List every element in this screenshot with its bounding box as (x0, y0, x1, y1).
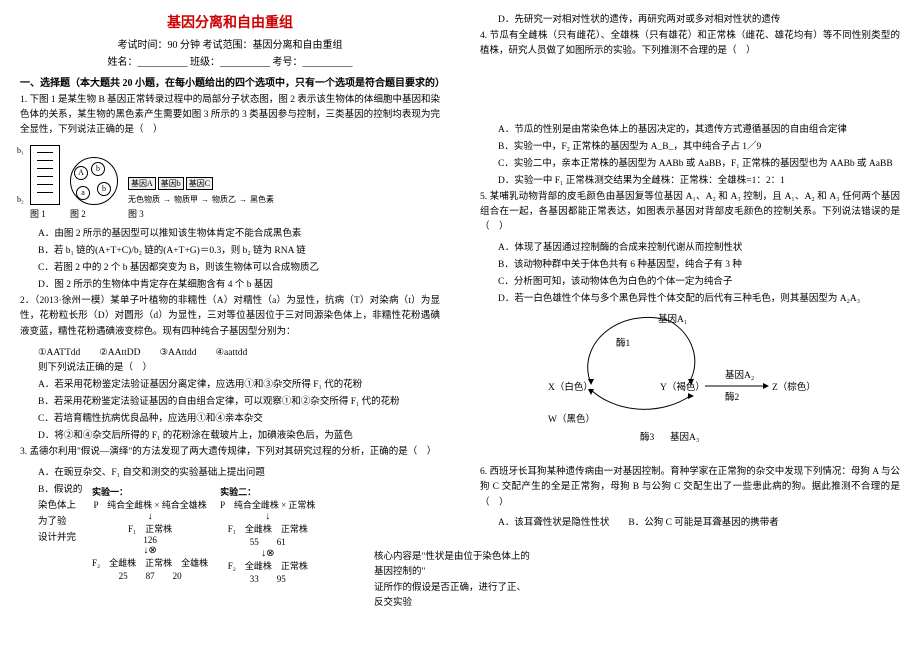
figure-3: 基因A 基因b 基因C 无色物质→ 物质甲→ 物质乙→ 黑色素 (128, 177, 274, 205)
chain-mid1: 物质甲 (174, 194, 198, 205)
exam-info: 考试时间：90 分钟 考试范围：基因分离和自由重组 (20, 36, 440, 51)
chain-start: 无色物质 (128, 194, 160, 205)
q2-opt-d: D．将②和④杂交后所得的 F₁ 的花粉涂在载玻片上，加碘液染色后，为蓝色 (38, 428, 440, 444)
section-1-heading: 一、选择题（本大题共 20 小题，在每小题给出的四个选项中，只有一个选项是符合题… (20, 74, 440, 89)
q3b-frag3: 为了验 (38, 514, 86, 530)
question-5: 5. 某哺乳动物背部的皮毛颜色由基因复等位基因 A₁、A₂ 和 A₃ 控制，且 … (480, 190, 900, 236)
fig3-caption: 图 3 (128, 207, 274, 220)
question-6: 6. 西班牙长耳狗某种遗传病由一对基因控制。育种学家在正常狗的杂交中发现下列情况… (480, 465, 900, 511)
q2-mid: 则下列说法正确的是（ ） (38, 360, 440, 376)
exp2-title: 实验二： (220, 485, 315, 498)
allele-b-2: b (97, 182, 111, 196)
label-b1: b₁ (17, 146, 24, 155)
question-4: 4. 节瓜有全雌株（只有雌花）、全雄株（只有雄花）和正常株（雌花、雄花均有）等不… (480, 29, 900, 59)
node-w: W（黑色） (548, 411, 595, 425)
enzyme-2: 酶2 (725, 389, 739, 403)
q3-opt-a: A．在豌豆杂交、F₁ 自交和测交的实验基础上提出问题 (38, 465, 440, 481)
gene-box-a: 基因A (128, 177, 156, 190)
doc-title: 基因分离和自由重组 (20, 12, 440, 32)
node-z: Z（棕色） (772, 379, 816, 393)
q1-opt-d: D．图 2 所示的生物体中肯定存在某细胞含有 4 个 b 基因 (38, 277, 440, 293)
figure-3-wrap: 基因A 基因b 基因C 无色物质→ 物质甲→ 物质乙→ 黑色素 图 3 (128, 177, 274, 220)
core-text: 核心内容是"性状是由位于染色体上的基因控制的" (374, 550, 534, 580)
q3b-frag1: B．假说的 (38, 482, 86, 498)
q3-b-fragments: B．假说的 染色体上 为了验 设计并完 (38, 482, 86, 547)
q6-opt-ab: A．该耳聋性状是隐性性状 B．公狗 C 可能是耳聋基因的携带者 (498, 515, 900, 531)
q3b-frag4: 设计并完 (38, 530, 86, 546)
question-3: 3. 孟德尔利用"假说—演绎"的方法发现了两大遗传规律，下列对其研究过程的分析，… (20, 445, 440, 460)
exp2-f1n: 55 61 (220, 535, 315, 548)
q1-opt-a: A．由图 2 所示的基因型可以推知该生物体肯定不能合成黑色素 (38, 226, 440, 242)
question-1: 1. 下图 1 是某生物 B 基因正常转录过程中的局部分子状态图，图 2 表示该… (20, 93, 440, 139)
q3-opt-d: D．先研究一对相对性状的遗传，再研究两对或多对相对性状的遗传 (498, 12, 900, 28)
q4-opt-a: A．节瓜的性别是由常染色体上的基因决定的，其遗传方式遵循基因的自由组合定律 (498, 122, 900, 138)
figure-1: b₁ b₂ (30, 145, 60, 205)
gene-a1: 基因A₁ (658, 311, 687, 325)
node-x: X（白色） (548, 379, 593, 393)
exp1-p: P 纯合全雌株 × 纯合全雄株 (92, 498, 208, 511)
q1-opt-c: C．若图 2 中的 2 个 b 基因都突变为 B，则该生物体可以合成物质乙 (38, 260, 440, 276)
fig2-caption: 图 2 (70, 207, 118, 220)
proof-text: 证所作的假设是否正确，进行了正、反交实验 (374, 581, 534, 611)
down-arrow-icon: ↓⊗ (92, 545, 208, 556)
label-b2: b₂ (17, 195, 24, 204)
figure-2: A b a b (70, 157, 118, 205)
allele-a: a (76, 186, 90, 200)
exp2-p: P 纯合全雌株 × 正常株 (220, 498, 315, 511)
pathway-diagram: 基因A₁ 酶1 X（白色） Y（褐色） Z（棕色） 基因A₂ 酶2 W（黑色） … (540, 311, 840, 461)
q2-opt-a: A．若采用花粉鉴定法验证基因分离定律，应选用①和③杂交所得 F₁ 代的花粉 (38, 377, 440, 393)
gene-box-c: 基因C (186, 177, 213, 190)
q4-opt-c: C．实验二中，亲本正常株的基因型为 AABb 或 AaBB，F₁ 正常株的基因型… (498, 156, 900, 172)
down-arrow-icon: ↓⊗ (220, 548, 315, 559)
experiment-1: 实验一： P 纯合全雌株 × 纯合全雄株 ↓ F₁ 正常株 126 ↓⊗ F₂ … (92, 485, 208, 582)
q5-opt-a: A．体现了基因通过控制酶的合成来控制代谢从而控制性状 (498, 240, 900, 256)
gene-a2: 基因A₂ (725, 367, 754, 381)
right-column: D．先研究一对相对性状的遗传，再研究两对或多对相对性状的遗传 4. 节瓜有全雌株… (460, 0, 920, 651)
q4-opt-b: B．实验一中，F₂ 正常株的基因型为 A_B_，其中纯合子占 1／9 (498, 139, 900, 155)
q5-opt-c: C．分析图可知，该动物体色为白色的个体一定为纯合子 (498, 274, 900, 290)
node-y: Y（褐色） (660, 379, 705, 393)
gene-box-b: 基因b (158, 177, 184, 190)
question-2: 2．（2013·徐州一模）某单子叶植物的非糯性（A）对糯性（a）为显性，抗病（T… (20, 294, 440, 340)
exp1-f1n: 126 (92, 535, 208, 545)
experiment-2: 实验二： P 纯合全雌株 × 正常株 ↓ F₁ 全雌株 正常株 55 61 ↓⊗… (220, 485, 315, 585)
name-blanks: 姓名：__________ 班级：__________ 考号：_________… (20, 53, 440, 68)
pathway-chain: 无色物质→ 物质甲→ 物质乙→ 黑色素 (128, 194, 274, 205)
exp1-f2: F₂ 全雌株 正常株 全雄株 (92, 556, 208, 569)
chain-end: 黑色素 (250, 194, 274, 205)
figure-2-wrap: A b a b 图 2 (70, 157, 118, 220)
gene-a3: 基因A₃ (670, 429, 699, 443)
exp2-nums: 33 95 (220, 572, 315, 585)
q4-opt-d: D．实验一中 F₁ 正常株测交结果为全雌株：正常株：全雄株=1：2：1 (498, 173, 900, 189)
q2-genotypes: ①AATTdd ②AAttDD ③AAttdd ④aattdd (38, 344, 440, 358)
q5-opt-b: B．该动物种群中关于体色共有 6 种基因型，纯合子有 3 种 (498, 257, 900, 273)
allele-b-1: b (91, 162, 105, 176)
q1-figures: b₁ b₂ 图 1 A b a b 图 2 基因A 基因b 基因C (30, 145, 440, 220)
allele-A: A (74, 166, 88, 180)
exp2-f2: F₂ 全雌株 正常株 (220, 559, 315, 572)
q2-opt-b: B．若采用花粉鉴定法验证基因的自由组合定律，可以观察①和②杂交所得 F₁ 代的花… (38, 394, 440, 410)
q2-opt-c: C．若培育糯性抗病优良品种，应选用①和④亲本杂交 (38, 411, 440, 427)
figure-1-wrap: b₁ b₂ 图 1 (30, 145, 60, 220)
q5-opt-d: D．若一白色雄性个体与多个黑色异性个体交配的后代有三种毛色，则其基因型为 A₂A… (498, 291, 900, 307)
q3b-frag2: 染色体上 (38, 498, 86, 514)
down-arrow-icon: ↓ (220, 511, 315, 522)
enzyme-3: 酶3 (640, 429, 654, 443)
fig1-caption: 图 1 (30, 207, 60, 220)
q1-opt-b: B．若 b₁ 链的(A+T+C)/b₂ 链的(A+T+G)＝0.3，则 b₂ 链… (38, 243, 440, 259)
enzyme-1: 酶1 (616, 335, 630, 349)
exp1-nums: 25 87 20 (92, 569, 208, 582)
down-arrow-icon: ↓ (92, 511, 208, 522)
exp1-f1: F₁ 正常株 (92, 522, 208, 535)
chain-mid2: 物质乙 (212, 194, 236, 205)
exp1-title: 实验一： (92, 485, 208, 498)
exp2-f1: F₁ 全雌株 正常株 (220, 522, 315, 535)
q3-core: 核心内容是"性状是由位于染色体上的基因控制的" 证所作的假设是否正确，进行了正、… (374, 550, 534, 611)
